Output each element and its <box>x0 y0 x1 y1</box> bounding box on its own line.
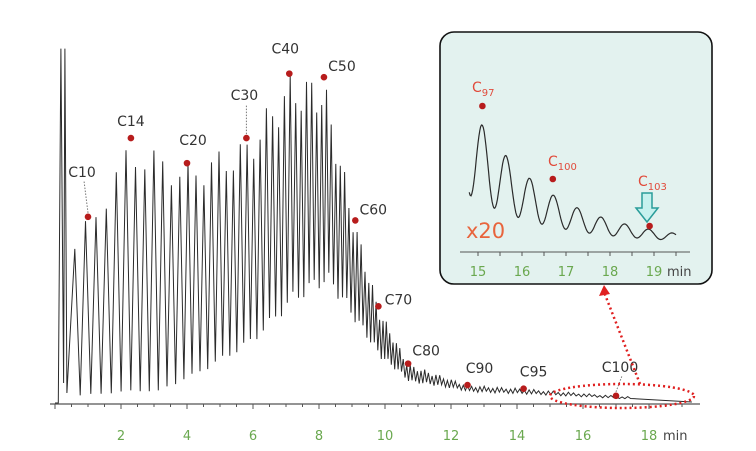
inset-peak-label: C103 <box>638 174 667 193</box>
peak-label: C90 <box>466 361 494 377</box>
inset-x-tick-label: 19 <box>646 265 663 280</box>
inset-peak-marker <box>479 102 486 110</box>
inset-x-axis-ticks <box>477 252 677 256</box>
inset-x-axis-unit: min <box>667 265 692 280</box>
x-axis-ticks <box>54 404 683 409</box>
inset-background <box>439 31 713 285</box>
x-tick-label: 16 <box>575 429 592 444</box>
peak-marker <box>286 70 293 77</box>
inset-x-tick-label: 17 <box>558 265 575 280</box>
zoom-connector-line <box>602 291 642 385</box>
peak-marker <box>404 360 412 367</box>
inset-zoom-label: x20 <box>466 219 505 243</box>
peak-label: C100 <box>602 360 639 376</box>
peak-marker <box>84 213 92 221</box>
peak-label: C30 <box>231 88 259 104</box>
x-tick-label: 18 <box>641 429 658 444</box>
x-tick-label: 4 <box>183 429 191 444</box>
inset-x-tick-label: 16 <box>514 265 531 280</box>
peak-label: C80 <box>412 344 440 360</box>
inset-x-tick-label: 18 <box>602 265 619 280</box>
x-tick-label: 10 <box>377 429 394 444</box>
peak-annotations: C10 C14 C20 C30 C40 C50 C60 C70 C80 C90 C95 C100 <box>68 42 638 400</box>
peak-marker <box>127 134 135 142</box>
zoom-region-highlight <box>548 382 696 410</box>
c103-arrow-icon <box>634 192 660 224</box>
inset-peak-marker <box>646 222 653 230</box>
peak-marker <box>320 73 328 81</box>
peak-label: C20 <box>179 133 207 149</box>
peak-marker <box>243 134 250 142</box>
peak-label: C14 <box>117 114 145 130</box>
inset-peak-marker <box>549 175 557 183</box>
peak-marker <box>520 385 527 392</box>
x-tick-label: 14 <box>509 429 526 444</box>
inset-trace <box>468 124 677 241</box>
peak-label: C40 <box>272 42 300 58</box>
main-plot: 2 4 6 8 10 12 14 16 18 C10C14C20C30C40C50C60C70C… <box>50 42 700 444</box>
chromatogram-trace <box>55 48 692 404</box>
peak-leader-line <box>83 180 89 213</box>
zoom-connector-arrowhead <box>599 285 610 296</box>
peak-marker <box>375 303 382 310</box>
peak-label: C60 <box>360 202 388 218</box>
peak-label: C70 <box>385 292 413 308</box>
x-tick-label: 12 <box>443 429 460 444</box>
peak-marker <box>612 392 620 400</box>
inset-x-axis-tick-labels: 15 16 17 18 19 <box>470 265 663 280</box>
x-tick-label: 8 <box>315 429 323 444</box>
x-axis-unit: min <box>663 429 688 444</box>
peak-label: C95 <box>520 365 548 381</box>
x-axis-tick-labels: 2 4 6 8 10 12 14 16 18 <box>117 429 657 444</box>
x-tick-label: 6 <box>249 429 257 444</box>
inset-peak-annotations: C97 C100 C103 <box>472 80 667 230</box>
inset-peak-label: C100 <box>548 154 577 173</box>
peak-marker <box>464 381 471 389</box>
peak-marker <box>183 159 191 167</box>
peak-marker <box>352 217 359 224</box>
peak-label: C50 <box>328 59 356 75</box>
peak-label: C10 <box>68 165 96 181</box>
inset-panel: 15 16 17 18 19 min x20 C97 C100 C103 <box>439 31 713 285</box>
inset-x-tick-label: 15 <box>470 265 487 280</box>
inset-peak-label: C97 <box>472 80 495 99</box>
x-tick-label: 2 <box>117 429 125 444</box>
